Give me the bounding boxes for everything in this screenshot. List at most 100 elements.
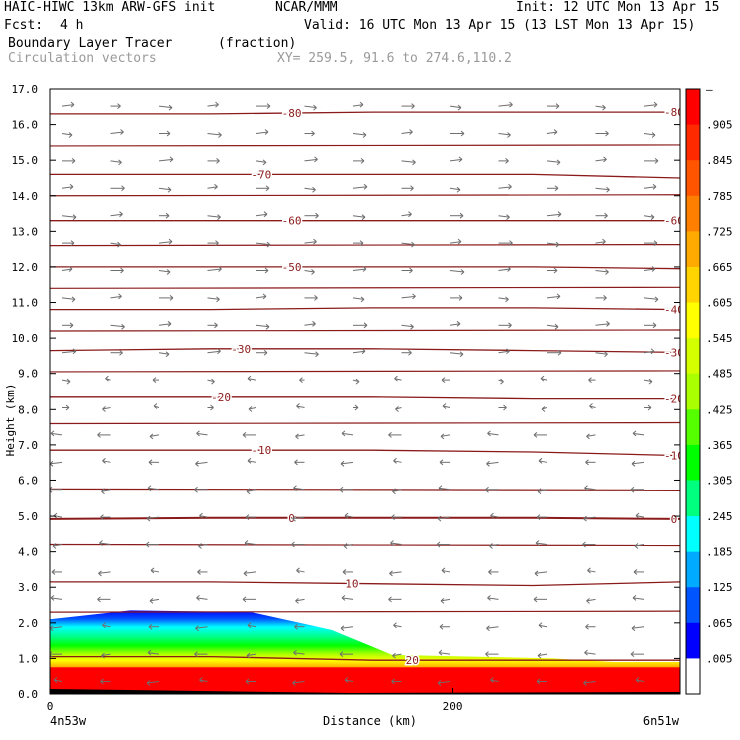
circulation-vector — [534, 432, 547, 437]
circulation-vector — [256, 242, 270, 247]
circulation-vector — [340, 487, 353, 492]
isotherm-line — [50, 287, 680, 288]
colorbar-swatch — [686, 267, 700, 303]
circulation-vector — [450, 105, 461, 110]
isotherm-line — [50, 195, 680, 196]
circulation-vector — [442, 378, 450, 383]
circulation-vector — [111, 350, 123, 355]
y-tick-label: 15.0 — [12, 154, 39, 167]
circulation-vector — [208, 132, 222, 137]
circulation-vector — [402, 104, 415, 109]
circulation-vector — [547, 104, 559, 109]
isotherm-line — [50, 174, 680, 178]
colorbar-label: .185 — [706, 546, 733, 559]
colorbar-label: .785 — [706, 190, 733, 203]
isotherm-label: -30 — [664, 346, 684, 359]
circulation-vector — [396, 407, 402, 412]
y-tick-label: 16.0 — [12, 119, 39, 132]
circulation-vector — [197, 595, 208, 600]
circulation-vector — [98, 432, 111, 437]
colorbar-swatch — [686, 374, 700, 410]
colorbar-label: .005 — [706, 652, 733, 665]
circulation-vector — [62, 102, 74, 107]
circulation-vector — [208, 158, 220, 163]
circulation-vector — [149, 460, 159, 465]
circulation-vector — [159, 321, 171, 326]
circulation-vector — [208, 215, 221, 220]
circulation-vector — [248, 458, 256, 463]
circulation-vector — [256, 294, 266, 299]
y-tick-label: 1.0 — [18, 652, 38, 665]
circulation-vector — [103, 458, 111, 463]
circulation-vector — [541, 376, 547, 381]
circulation-vector — [292, 542, 305, 547]
circulation-vector — [450, 157, 462, 162]
isotherm-label: -20 — [211, 391, 231, 404]
circulation-vector — [111, 242, 121, 247]
circulation-vector — [586, 624, 596, 629]
circulation-vector — [402, 212, 412, 217]
circulation-vector — [159, 157, 173, 162]
isotherm-label: -40 — [664, 304, 684, 317]
isotherm-line — [50, 330, 680, 331]
circulation-vector — [296, 434, 305, 439]
circulation-vector — [159, 105, 172, 110]
circulation-vector — [539, 623, 547, 628]
colorbar-label: .125 — [706, 581, 733, 594]
circulation-vector — [390, 571, 402, 576]
y-tick-label: 4.0 — [18, 546, 38, 559]
circulation-vector — [305, 187, 316, 192]
isotherm-line — [50, 145, 680, 146]
circulation-vector — [341, 626, 353, 631]
circulation-vector — [305, 213, 319, 218]
circulation-vector — [631, 487, 644, 492]
circulation-vector — [402, 186, 414, 191]
circulation-vector — [353, 379, 359, 384]
circulation-vector — [437, 542, 450, 547]
colorbar-swatch — [686, 160, 700, 196]
circulation-vector — [538, 653, 547, 658]
circulation-vector — [392, 515, 402, 520]
circulation-vector — [342, 431, 353, 436]
circulation-vector — [353, 102, 363, 107]
colorbar-swatch — [686, 125, 700, 161]
circulation-vector — [344, 544, 353, 549]
circulation-vector — [450, 187, 460, 192]
y-axis-label: Height (km) — [4, 384, 17, 457]
plot-frame — [50, 89, 680, 694]
colorbar-swatch — [686, 338, 700, 374]
circulation-vector — [208, 379, 215, 384]
circulation-vector — [111, 104, 121, 109]
circulation-vector — [256, 212, 267, 217]
y-tick-label: 3.0 — [18, 581, 38, 594]
colorbar-label: .725 — [706, 225, 733, 238]
circulation-vector — [297, 568, 305, 573]
isotherm-label: -70 — [251, 168, 271, 181]
circulation-vector — [62, 241, 74, 246]
y-tick-label: 8.0 — [18, 403, 38, 416]
circulation-vector — [305, 157, 318, 162]
circulation-vector — [342, 595, 353, 600]
circulation-vector — [587, 598, 596, 603]
circulation-vector — [644, 323, 656, 328]
circulation-vector — [62, 323, 73, 328]
circulation-vector — [547, 268, 557, 273]
y-tick-label: 14.0 — [12, 190, 39, 203]
circulation-vector — [159, 131, 170, 136]
circulation-vector — [499, 158, 509, 163]
circulation-vector — [644, 102, 657, 107]
circulation-vector — [402, 268, 413, 273]
circulation-vector — [440, 460, 450, 465]
circulation-vector — [632, 626, 644, 631]
circulation-vector — [195, 487, 208, 492]
circulation-vector — [197, 431, 208, 436]
tracer-surface-layer — [50, 667, 680, 694]
circulation-vector — [256, 350, 267, 355]
isotherm-line — [50, 582, 680, 586]
circulation-vector — [150, 598, 159, 603]
circulation-vector — [499, 297, 509, 302]
circulation-vector — [297, 404, 305, 409]
circulation-vector — [585, 650, 596, 655]
circulation-vector — [99, 571, 111, 576]
circulation-vector — [305, 239, 317, 244]
